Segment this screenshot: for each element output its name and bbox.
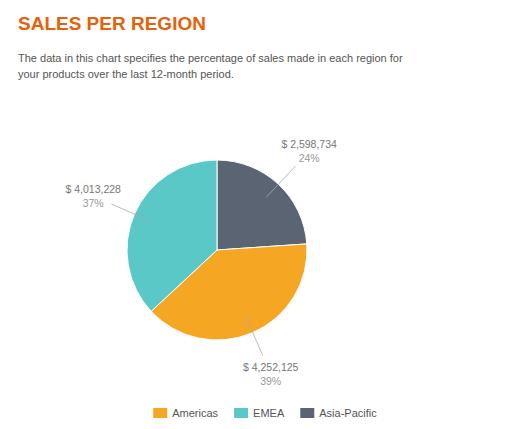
value-label: $ 2,598,734 (281, 138, 337, 150)
subtitle: The data in this chart specifies the per… (18, 52, 403, 80)
slice (127, 160, 217, 311)
leader-line (246, 316, 263, 356)
legend-swatch (153, 408, 167, 418)
chart: SALES PER REGION The data in this chart s… (0, 0, 530, 429)
value-label: $ 4,252,125 (243, 361, 299, 373)
legend-item: Asia-Pacific (300, 407, 377, 419)
legend-swatch (234, 408, 248, 418)
legend-label: EMEA (253, 407, 285, 419)
legend-label: Asia-Pacific (319, 407, 377, 419)
leader-line (266, 166, 295, 198)
title: SALES PER REGION (18, 13, 206, 34)
legend-item: EMEA (234, 407, 285, 419)
pie (127, 160, 307, 340)
leader-line (111, 204, 151, 221)
share-label: 24% (299, 152, 320, 164)
slice (217, 160, 307, 250)
share-label: 37% (83, 197, 104, 209)
legend-item: Americas (153, 407, 218, 419)
value-label: $ 4,013,228 (65, 183, 121, 195)
legend-swatch (300, 408, 314, 418)
legend-label: Americas (172, 407, 218, 419)
legend: Americas EMEA Asia-Pacific (153, 407, 377, 419)
share-label: 39% (260, 375, 281, 387)
pie-labels: $ 2,598,734 24% $ 4,252,125 39% $ 4,013,228 3… (65, 138, 337, 387)
